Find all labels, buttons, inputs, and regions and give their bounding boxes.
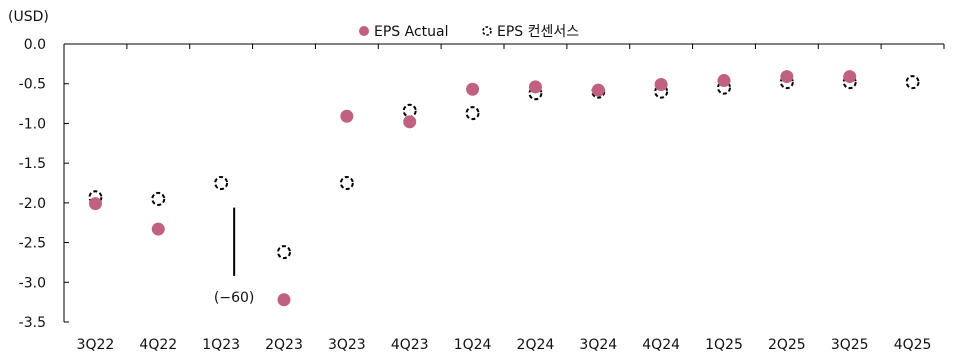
actual-point [780, 70, 794, 84]
x-tick-label: 1Q25 [705, 337, 743, 353]
x-tick-label: 2Q24 [517, 337, 555, 353]
annotation-1q23: (−60) [214, 207, 254, 306]
y-tick-label: -2.0 [19, 196, 46, 212]
consensus-point [905, 75, 920, 90]
y-axis-unit-label: (USD) [8, 9, 49, 25]
actual-point [466, 82, 480, 96]
consensus-point [402, 103, 417, 118]
x-tick-label: 2Q23 [265, 337, 303, 353]
x-tick-label: 2Q25 [768, 337, 806, 353]
legend: EPS Actual EPS 컨센서스 [359, 24, 579, 40]
consensus-point [151, 191, 166, 206]
y-tick-label: -1.5 [19, 156, 46, 172]
actual-point [403, 115, 417, 129]
annotation-label: (−60) [214, 290, 254, 306]
actual-point [88, 197, 102, 211]
x-axis-ticks: 3Q22 4Q22 1Q23 2Q23 3Q23 4Q23 1Q24 2Q24 3Q24 4Q24… [63, 44, 945, 353]
x-tick-label: 4Q24 [642, 337, 680, 353]
actual-point [277, 293, 291, 307]
actual-point [340, 109, 354, 123]
x-tick-label: 3Q23 [328, 337, 366, 353]
x-tick-label: 3Q25 [831, 337, 869, 353]
legend-actual-marker [359, 26, 369, 36]
y-tick-label: -2.5 [19, 236, 46, 252]
series-consensus [88, 75, 920, 260]
actual-point [717, 74, 731, 88]
actual-point [528, 80, 542, 94]
actual-point [843, 70, 857, 84]
x-tick-label: 1Q23 [202, 337, 240, 353]
x-tick-label: 4Q25 [894, 337, 932, 353]
consensus-point [214, 176, 229, 190]
legend-actual-label: EPS Actual [374, 24, 448, 40]
legend-consensus-label: EPS 컨센서스 [497, 24, 579, 40]
y-tick-label: -3.0 [19, 275, 46, 291]
y-tick-label: -1.0 [19, 116, 46, 132]
x-tick-label: 3Q22 [77, 337, 115, 353]
legend-consensus-marker [482, 26, 492, 36]
actual-point [654, 78, 668, 92]
consensus-point [277, 245, 291, 260]
consensus-point [339, 176, 354, 190]
consensus-point [465, 106, 480, 121]
y-tick-label: -0.5 [19, 77, 46, 93]
y-tick-label: -3.5 [19, 315, 46, 331]
y-tick-label: 0.0 [24, 37, 46, 53]
x-tick-label: 4Q22 [139, 337, 177, 353]
actual-point [591, 83, 605, 97]
series-actual [88, 70, 857, 307]
actual-point [151, 222, 165, 236]
x-tick-label: 4Q23 [391, 337, 429, 353]
y-axis-ticks: 0.0 -0.5 -1.0 -1.5 -2.0 -2.5 -3.0 -3.5 [19, 37, 69, 331]
x-tick-label: 1Q24 [454, 337, 492, 353]
x-tick-label: 3Q24 [579, 337, 617, 353]
